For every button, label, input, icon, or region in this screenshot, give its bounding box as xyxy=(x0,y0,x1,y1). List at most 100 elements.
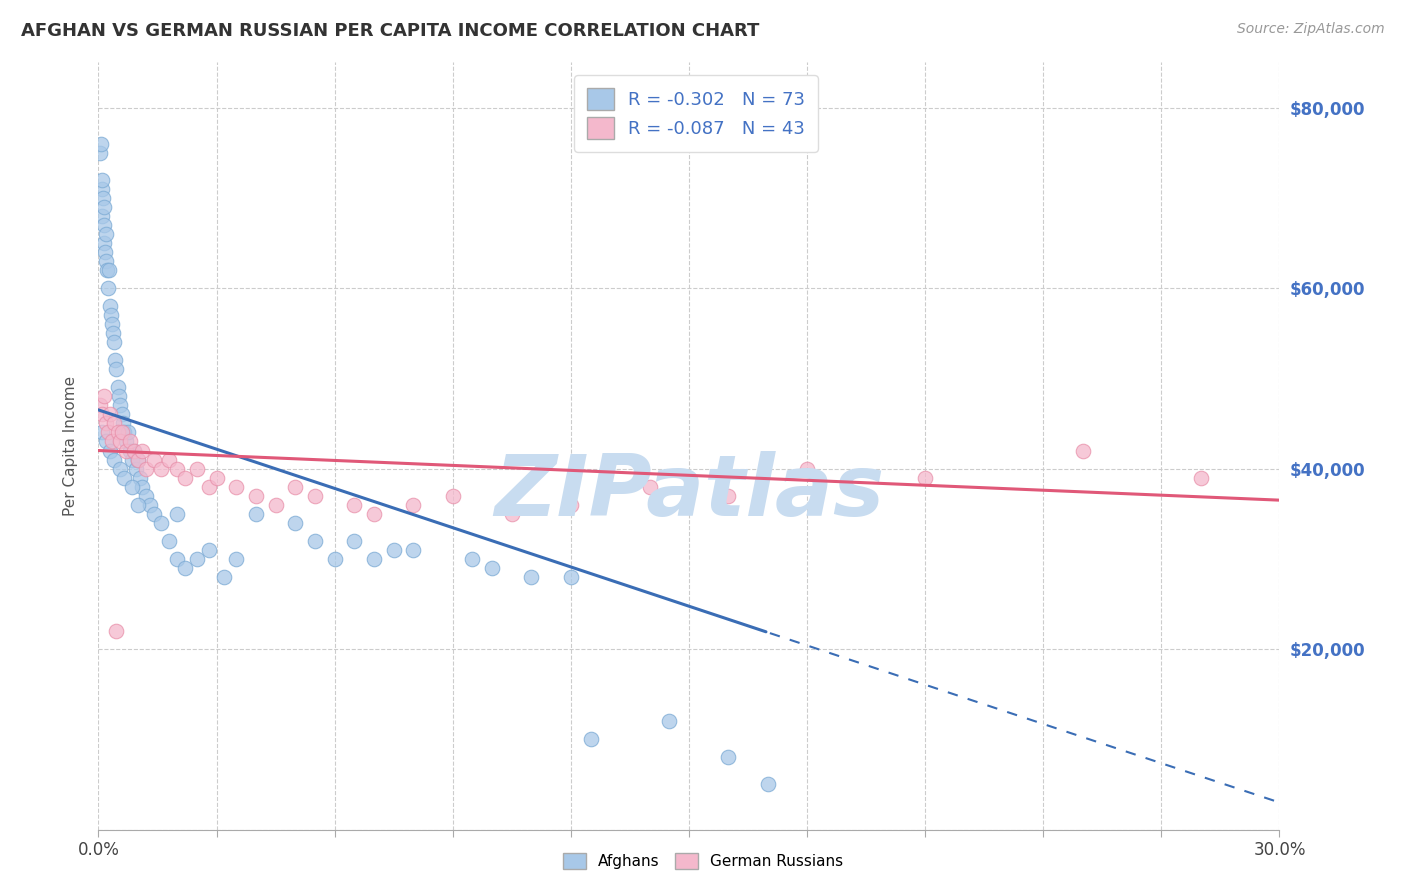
Point xyxy=(157,452,180,467)
Point xyxy=(135,461,157,475)
Point xyxy=(174,470,197,484)
Point xyxy=(186,551,208,566)
Point xyxy=(481,561,503,575)
Point xyxy=(150,516,173,530)
Point xyxy=(97,281,120,295)
Point xyxy=(108,434,131,449)
Point xyxy=(108,398,131,412)
Point xyxy=(520,570,543,584)
Point xyxy=(111,425,134,440)
Point xyxy=(304,533,326,548)
Point xyxy=(166,461,188,475)
Point xyxy=(118,443,141,458)
Point xyxy=(363,551,385,566)
Text: AFGHAN VS GERMAN RUSSIAN PER CAPITA INCOME CORRELATION CHART: AFGHAN VS GERMAN RUSSIAN PER CAPITA INCO… xyxy=(21,22,759,40)
Point xyxy=(89,145,111,160)
Point xyxy=(108,389,131,403)
Point xyxy=(245,489,267,503)
Point xyxy=(579,732,602,747)
Point xyxy=(91,425,114,440)
Point xyxy=(122,443,145,458)
Point xyxy=(131,480,153,494)
Point xyxy=(1189,470,1212,484)
Point xyxy=(93,218,115,232)
Point xyxy=(304,489,326,503)
Point xyxy=(142,507,165,521)
Point xyxy=(91,191,114,205)
Point xyxy=(560,498,582,512)
Point xyxy=(104,353,127,368)
Legend: R = -0.302   N = 73, R = -0.087   N = 43: R = -0.302 N = 73, R = -0.087 N = 43 xyxy=(574,75,818,152)
Point xyxy=(284,516,307,530)
Point xyxy=(796,461,818,475)
Point xyxy=(150,461,173,475)
Point xyxy=(90,136,112,151)
Point xyxy=(107,425,129,440)
Point xyxy=(125,461,148,475)
Point xyxy=(135,489,157,503)
Point xyxy=(103,335,125,350)
Point xyxy=(97,425,120,440)
Point xyxy=(121,452,143,467)
Point xyxy=(94,244,117,259)
Point xyxy=(914,470,936,484)
Point xyxy=(117,425,139,440)
Point xyxy=(214,570,236,584)
Point xyxy=(115,434,138,449)
Point xyxy=(157,533,180,548)
Legend: Afghans, German Russians: Afghans, German Russians xyxy=(557,847,849,875)
Point xyxy=(323,551,346,566)
Point xyxy=(225,480,247,494)
Point xyxy=(98,263,121,277)
Point xyxy=(560,570,582,584)
Point xyxy=(343,498,366,512)
Point xyxy=(105,362,128,376)
Y-axis label: Per Capita Income: Per Capita Income xyxy=(63,376,77,516)
Point xyxy=(264,498,287,512)
Point xyxy=(638,480,661,494)
Point xyxy=(121,480,143,494)
Point xyxy=(103,326,125,341)
Point xyxy=(197,480,219,494)
Point xyxy=(245,507,267,521)
Point xyxy=(98,443,121,458)
Point xyxy=(111,408,134,422)
Point xyxy=(343,533,366,548)
Point xyxy=(103,452,125,467)
Point xyxy=(205,470,228,484)
Point xyxy=(461,551,484,566)
Text: ZIPatlas: ZIPatlas xyxy=(494,450,884,533)
Point xyxy=(96,254,118,268)
Point xyxy=(225,551,247,566)
Point xyxy=(402,498,425,512)
Point xyxy=(103,417,125,431)
Point xyxy=(115,443,138,458)
Point xyxy=(197,542,219,557)
Point xyxy=(98,299,121,313)
Point xyxy=(127,452,149,467)
Point xyxy=(91,408,114,422)
Point xyxy=(107,380,129,394)
Point xyxy=(93,200,115,214)
Point xyxy=(101,434,124,449)
Point xyxy=(101,317,124,331)
Point xyxy=(91,173,114,187)
Point xyxy=(186,461,208,475)
Point xyxy=(89,398,111,412)
Point xyxy=(96,417,118,431)
Point xyxy=(128,470,150,484)
Point xyxy=(717,750,740,764)
Point xyxy=(93,235,115,250)
Point xyxy=(756,777,779,791)
Point xyxy=(91,209,114,223)
Point xyxy=(441,489,464,503)
Point xyxy=(108,461,131,475)
Point xyxy=(93,389,115,403)
Point xyxy=(363,507,385,521)
Point xyxy=(174,561,197,575)
Point xyxy=(402,542,425,557)
Point xyxy=(90,182,112,196)
Point xyxy=(658,714,681,729)
Point xyxy=(382,542,405,557)
Text: Source: ZipAtlas.com: Source: ZipAtlas.com xyxy=(1237,22,1385,37)
